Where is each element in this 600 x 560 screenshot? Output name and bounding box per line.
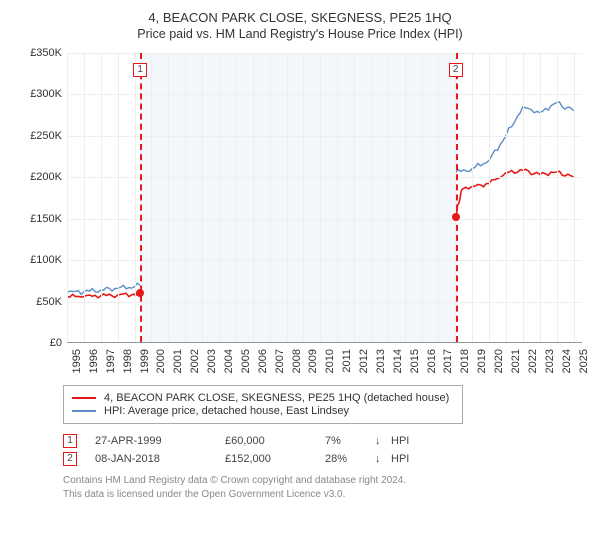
x-gridline xyxy=(320,53,321,342)
x-gridline xyxy=(67,53,68,342)
transaction-row: 1 27-APR-1999£60,0007%↓HPI xyxy=(63,434,582,448)
y-tick-label: £0 xyxy=(50,337,62,349)
x-gridline xyxy=(303,53,304,342)
x-gridline xyxy=(574,53,575,342)
transaction-marker-box: 2 xyxy=(449,63,463,77)
x-gridline xyxy=(118,53,119,342)
recession-band xyxy=(140,53,456,342)
x-gridline xyxy=(84,53,85,342)
x-gridline xyxy=(388,53,389,342)
x-gridline xyxy=(557,53,558,342)
transaction-rel: HPI xyxy=(391,453,409,465)
chart-title: 4, BEACON PARK CLOSE, SKEGNESS, PE25 1HQ xyxy=(18,10,582,25)
x-gridline xyxy=(270,53,271,342)
chart-container: 4, BEACON PARK CLOSE, SKEGNESS, PE25 1HQ… xyxy=(0,0,600,560)
transaction-pct: 28% xyxy=(325,453,375,465)
x-gridline xyxy=(202,53,203,342)
x-gridline xyxy=(151,53,152,342)
x-gridline xyxy=(354,53,355,342)
x-gridline xyxy=(219,53,220,342)
transaction-id-box: 1 xyxy=(63,434,77,448)
y-tick-label: £250K xyxy=(30,130,62,142)
y-tick-label: £100K xyxy=(30,254,62,266)
x-gridline xyxy=(405,53,406,342)
x-gridline xyxy=(472,53,473,342)
x-gridline xyxy=(523,53,524,342)
y-gridline xyxy=(67,260,582,261)
transaction-rel: HPI xyxy=(391,435,409,447)
y-tick-label: £300K xyxy=(30,88,62,100)
legend-row: 4, BEACON PARK CLOSE, SKEGNESS, PE25 1HQ… xyxy=(72,392,454,404)
arrow-down-icon: ↓ xyxy=(375,453,391,465)
footer-line2: This data is licensed under the Open Gov… xyxy=(63,488,582,502)
transaction-marker-line xyxy=(456,53,458,342)
footer-line1: Contains HM Land Registry data © Crown c… xyxy=(63,474,582,488)
transaction-marker-line xyxy=(140,53,142,342)
x-gridline xyxy=(236,53,237,342)
transaction-date: 08-JAN-2018 xyxy=(95,453,225,465)
x-gridline xyxy=(253,53,254,342)
transaction-price: £152,000 xyxy=(225,453,325,465)
x-gridline xyxy=(337,53,338,342)
x-gridline xyxy=(287,53,288,342)
transaction-id-box: 2 xyxy=(63,452,77,466)
legend-label: 4, BEACON PARK CLOSE, SKEGNESS, PE25 1HQ… xyxy=(104,392,449,404)
y-gridline xyxy=(67,53,582,54)
y-gridline xyxy=(67,136,582,137)
x-gridline xyxy=(168,53,169,342)
x-gridline xyxy=(506,53,507,342)
legend-swatch xyxy=(72,410,96,412)
transaction-marker-dot xyxy=(452,213,460,221)
x-gridline xyxy=(185,53,186,342)
y-gridline xyxy=(67,177,582,178)
x-gridline xyxy=(135,53,136,342)
transaction-row: 2 08-JAN-2018£152,00028%↓HPI xyxy=(63,452,582,466)
transactions-block: 1 27-APR-1999£60,0007%↓HPI 2 08-JAN-2018£15… xyxy=(63,434,582,466)
chart-subtitle: Price paid vs. HM Land Registry's House … xyxy=(18,27,582,41)
transaction-date: 27-APR-1999 xyxy=(95,435,225,447)
transaction-pct: 7% xyxy=(325,435,375,447)
chart-area: £0£50K£100K£150K£200K£250K£300K£350K 12 … xyxy=(22,53,582,373)
x-gridline xyxy=(438,53,439,342)
y-tick-label: £350K xyxy=(30,47,62,59)
x-gridline xyxy=(422,53,423,342)
legend-swatch xyxy=(72,397,96,399)
x-tick-label: 2025 xyxy=(578,349,600,373)
plot-region: 12 xyxy=(67,53,582,343)
y-tick-label: £150K xyxy=(30,213,62,225)
legend-row: HPI: Average price, detached house, East… xyxy=(72,405,454,417)
x-gridline xyxy=(371,53,372,342)
arrow-down-icon: ↓ xyxy=(375,435,391,447)
plot-inner: 12 xyxy=(67,53,582,342)
transaction-marker-dot xyxy=(136,289,144,297)
legend-label: HPI: Average price, detached house, East… xyxy=(104,405,349,417)
y-gridline xyxy=(67,219,582,220)
y-tick-label: £200K xyxy=(30,171,62,183)
y-tick-label: £50K xyxy=(36,296,62,308)
transaction-marker-box: 1 xyxy=(133,63,147,77)
x-gridline xyxy=(540,53,541,342)
footer-attribution: Contains HM Land Registry data © Crown c… xyxy=(63,474,582,501)
legend-box: 4, BEACON PARK CLOSE, SKEGNESS, PE25 1HQ… xyxy=(63,385,463,424)
y-gridline xyxy=(67,302,582,303)
y-gridline xyxy=(67,94,582,95)
x-gridline xyxy=(489,53,490,342)
transaction-price: £60,000 xyxy=(225,435,325,447)
x-gridline xyxy=(101,53,102,342)
